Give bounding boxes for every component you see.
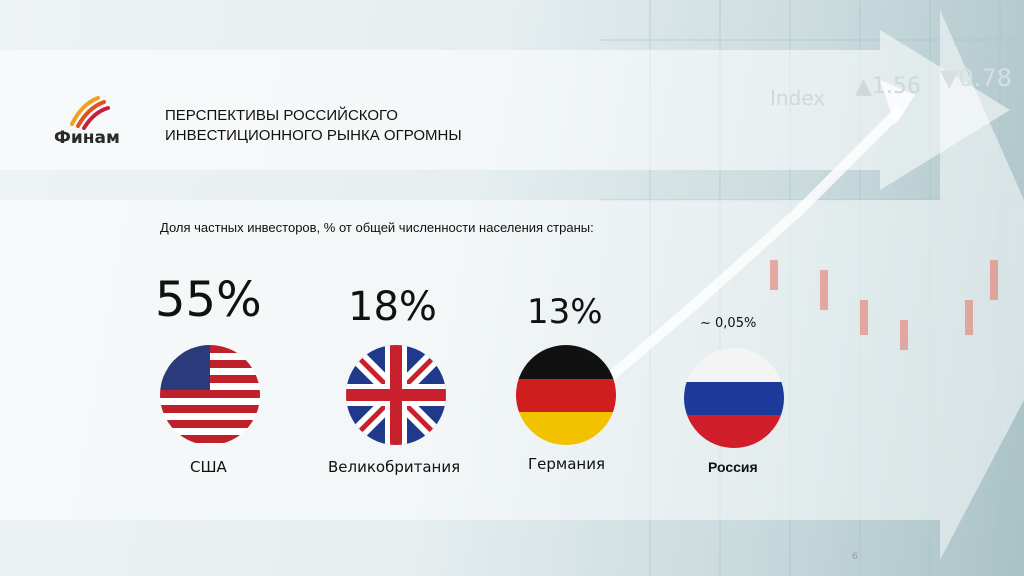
flag-russia bbox=[684, 348, 784, 448]
country-name: США bbox=[190, 458, 227, 476]
title-line: ИНВЕСТИЦИОННОГО РЫНКА ОГРОМНЫ bbox=[165, 127, 462, 144]
page-number: 6 bbox=[852, 552, 858, 562]
value: 18% bbox=[348, 284, 437, 330]
logo-mark bbox=[70, 96, 110, 130]
flag-usa bbox=[160, 345, 260, 445]
value: 55% bbox=[155, 272, 262, 328]
title-line: ПЕРСПЕКТИВЫ РОССИЙСКОГО bbox=[165, 107, 398, 124]
bg-down: ▼0.78 bbox=[940, 64, 1012, 92]
title: ПЕРСПЕКТИВЫ РОССИЙСКОГО ИНВЕСТИЦИОННОГО … bbox=[165, 106, 462, 146]
country-name: Великобритания bbox=[328, 458, 461, 476]
country-name: Германия bbox=[528, 455, 605, 473]
subtitle: Доля частных инвесторов, % от общей числ… bbox=[160, 220, 594, 235]
flag-germany bbox=[516, 345, 616, 445]
bg-up: ▲1.56 bbox=[855, 74, 921, 99]
value: ~ 0,05% bbox=[700, 316, 757, 331]
country-name: Россия bbox=[708, 459, 758, 475]
flag-uk bbox=[346, 345, 446, 445]
bg-index: Index bbox=[770, 86, 826, 110]
value: 13% bbox=[527, 292, 603, 332]
logo-text: Финам bbox=[54, 128, 120, 148]
